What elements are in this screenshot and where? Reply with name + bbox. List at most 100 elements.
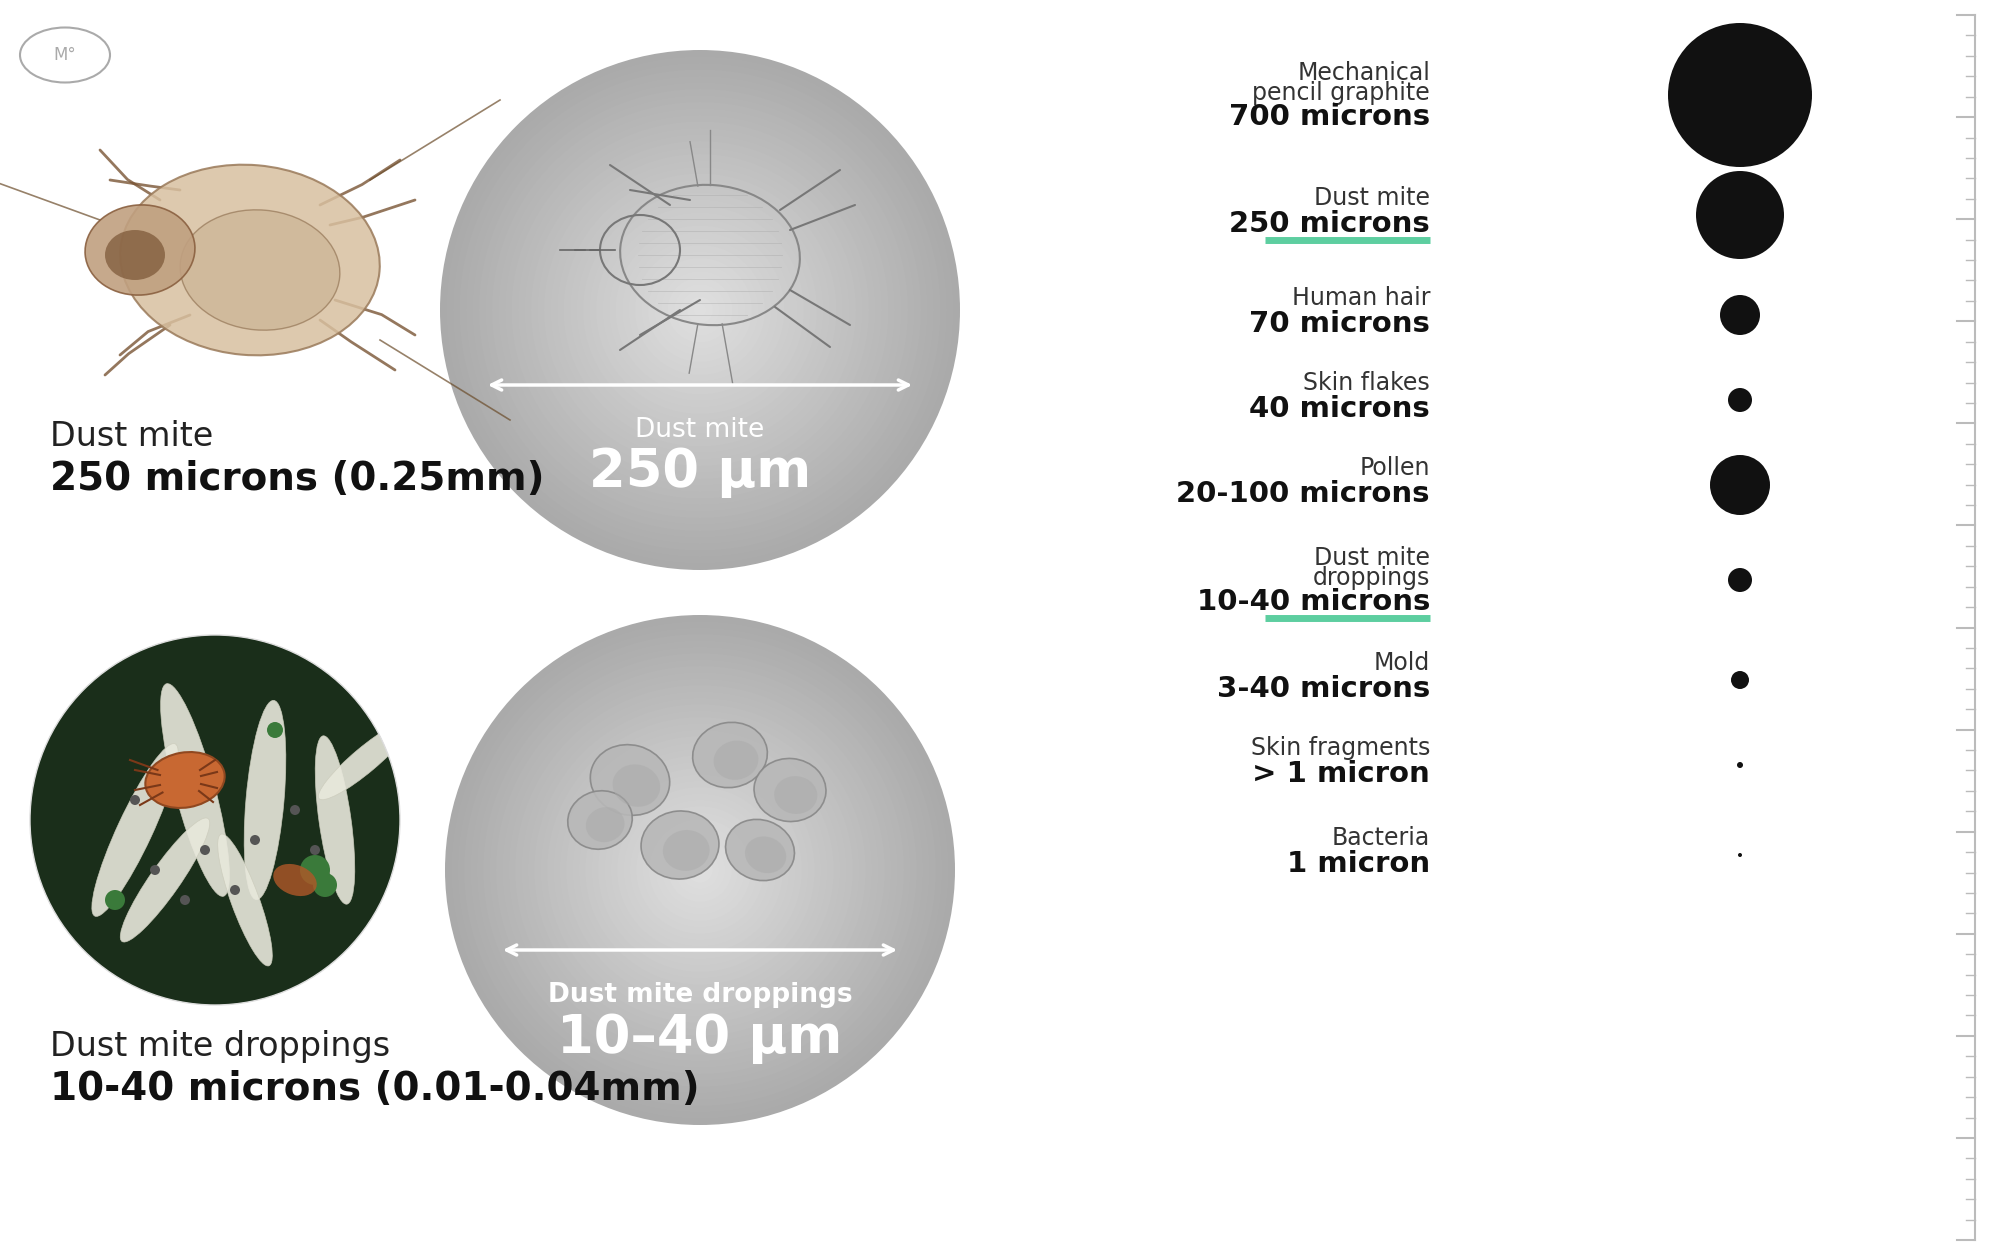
Circle shape xyxy=(662,831,738,909)
Circle shape xyxy=(604,774,796,965)
Ellipse shape xyxy=(642,811,718,879)
Circle shape xyxy=(1738,853,1742,858)
Circle shape xyxy=(654,265,746,355)
Circle shape xyxy=(636,806,764,934)
Text: Skin fragments: Skin fragments xyxy=(1250,736,1430,760)
Text: 3-40 microns: 3-40 microns xyxy=(1216,675,1430,702)
Circle shape xyxy=(584,192,818,428)
Text: Dust mite: Dust mite xyxy=(636,418,764,442)
Circle shape xyxy=(230,885,240,895)
Ellipse shape xyxy=(714,740,758,780)
Circle shape xyxy=(492,102,908,518)
Circle shape xyxy=(628,239,772,381)
Text: M°: M° xyxy=(54,46,76,64)
Circle shape xyxy=(642,251,758,369)
Circle shape xyxy=(444,615,956,1125)
Circle shape xyxy=(566,736,834,1004)
Text: droppings: droppings xyxy=(1312,566,1430,590)
Text: Human hair: Human hair xyxy=(1292,286,1430,310)
Text: 1 micron: 1 micron xyxy=(1286,850,1430,878)
Circle shape xyxy=(522,691,878,1049)
Circle shape xyxy=(576,186,824,434)
Text: 700 microns: 700 microns xyxy=(1228,102,1430,131)
Text: Pollen: Pollen xyxy=(1360,456,1430,480)
Circle shape xyxy=(466,76,934,544)
Circle shape xyxy=(534,704,866,1036)
Circle shape xyxy=(268,722,284,738)
Circle shape xyxy=(180,895,190,905)
Circle shape xyxy=(668,838,732,902)
Circle shape xyxy=(636,245,764,375)
Circle shape xyxy=(250,835,260,845)
Circle shape xyxy=(680,290,720,330)
Text: Mold: Mold xyxy=(1374,651,1430,675)
Circle shape xyxy=(668,278,732,342)
Circle shape xyxy=(544,154,856,466)
Circle shape xyxy=(1710,455,1770,515)
Circle shape xyxy=(518,127,882,493)
Circle shape xyxy=(452,62,948,558)
Ellipse shape xyxy=(318,720,412,800)
Circle shape xyxy=(590,200,810,420)
Circle shape xyxy=(130,795,140,805)
Circle shape xyxy=(528,698,872,1042)
Circle shape xyxy=(570,180,830,440)
Text: 250 microns: 250 microns xyxy=(1230,210,1430,238)
Circle shape xyxy=(512,121,888,499)
Circle shape xyxy=(486,95,914,525)
Circle shape xyxy=(440,50,960,570)
Circle shape xyxy=(608,219,792,401)
Circle shape xyxy=(532,141,868,479)
Circle shape xyxy=(300,855,330,885)
Circle shape xyxy=(630,800,770,940)
Ellipse shape xyxy=(274,864,316,896)
Ellipse shape xyxy=(568,791,632,849)
Circle shape xyxy=(484,654,916,1086)
Circle shape xyxy=(452,621,948,1119)
Circle shape xyxy=(648,258,752,362)
Circle shape xyxy=(446,56,954,564)
Ellipse shape xyxy=(662,830,710,871)
Text: 10-40 microns: 10-40 microns xyxy=(1196,588,1430,616)
Text: Bacteria: Bacteria xyxy=(1332,826,1430,850)
Ellipse shape xyxy=(754,759,826,821)
Ellipse shape xyxy=(590,745,670,815)
Circle shape xyxy=(656,825,744,915)
Text: > 1 micron: > 1 micron xyxy=(1252,760,1430,788)
Circle shape xyxy=(496,666,904,1074)
Circle shape xyxy=(586,755,814,985)
Ellipse shape xyxy=(774,776,818,814)
Ellipse shape xyxy=(146,752,224,808)
Circle shape xyxy=(1736,762,1744,768)
Circle shape xyxy=(622,232,778,388)
Text: Mechanical: Mechanical xyxy=(1298,61,1430,85)
Circle shape xyxy=(1668,22,1812,168)
Circle shape xyxy=(200,845,210,855)
Ellipse shape xyxy=(104,230,164,280)
Circle shape xyxy=(688,858,712,882)
Circle shape xyxy=(538,148,862,472)
Circle shape xyxy=(560,730,840,1010)
Circle shape xyxy=(490,660,910,1080)
Circle shape xyxy=(642,812,758,928)
Ellipse shape xyxy=(92,744,178,916)
Circle shape xyxy=(458,628,942,1112)
Ellipse shape xyxy=(316,736,354,904)
Circle shape xyxy=(648,819,752,921)
Circle shape xyxy=(310,845,320,855)
Text: 10–40 μm: 10–40 μm xyxy=(558,1013,842,1064)
Circle shape xyxy=(1696,171,1784,259)
Circle shape xyxy=(464,634,936,1106)
Circle shape xyxy=(508,679,892,1061)
Circle shape xyxy=(150,865,160,875)
Circle shape xyxy=(312,872,336,897)
Circle shape xyxy=(556,168,844,452)
Circle shape xyxy=(618,788,782,952)
Ellipse shape xyxy=(120,818,210,942)
Ellipse shape xyxy=(612,765,660,806)
Circle shape xyxy=(1728,388,1752,412)
Ellipse shape xyxy=(218,834,272,966)
Circle shape xyxy=(1720,295,1760,335)
Circle shape xyxy=(596,206,804,414)
Circle shape xyxy=(472,82,928,538)
